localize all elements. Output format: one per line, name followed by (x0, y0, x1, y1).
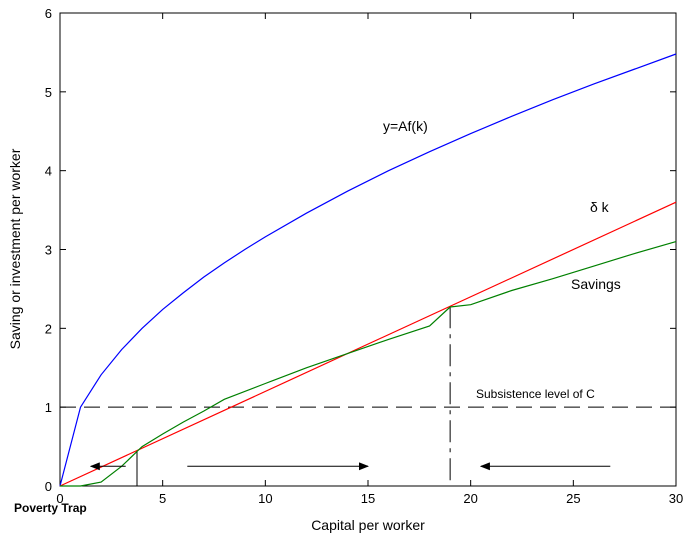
savings-label: Savings (571, 276, 621, 292)
y-tick-label: 1 (45, 400, 52, 415)
x-axis-label: Capital per worker (311, 517, 425, 533)
af-label: y=Af(k) (383, 118, 428, 134)
x-tick-label: 25 (566, 491, 580, 506)
x-tick-label: 15 (361, 491, 375, 506)
dk-label: δ k (590, 199, 610, 215)
depreciation-line (59, 201, 677, 487)
x-tick-label: 30 (669, 491, 683, 506)
x-tick-label: 0 (56, 491, 63, 506)
af-curve (59, 53, 677, 487)
y-tick-label: 4 (45, 164, 52, 179)
y-axis-label: Saving or investment per worker (7, 148, 23, 349)
x-tick-label: 10 (258, 491, 272, 506)
y-tick-label: 3 (45, 243, 52, 258)
y-tick-label: 0 (45, 479, 52, 494)
y-tick-label: 6 (45, 6, 52, 21)
x-tick-label: 5 (159, 491, 166, 506)
subsistence-label: Subsistence level of C (476, 387, 595, 401)
y-tick-label: 5 (45, 85, 52, 100)
poverty-trap-label: Poverty Trap (14, 501, 87, 515)
y-tick-label: 2 (45, 321, 52, 336)
x-tick-label: 20 (463, 491, 477, 506)
plot-area (59, 12, 677, 487)
savings-curve (60, 241, 677, 487)
